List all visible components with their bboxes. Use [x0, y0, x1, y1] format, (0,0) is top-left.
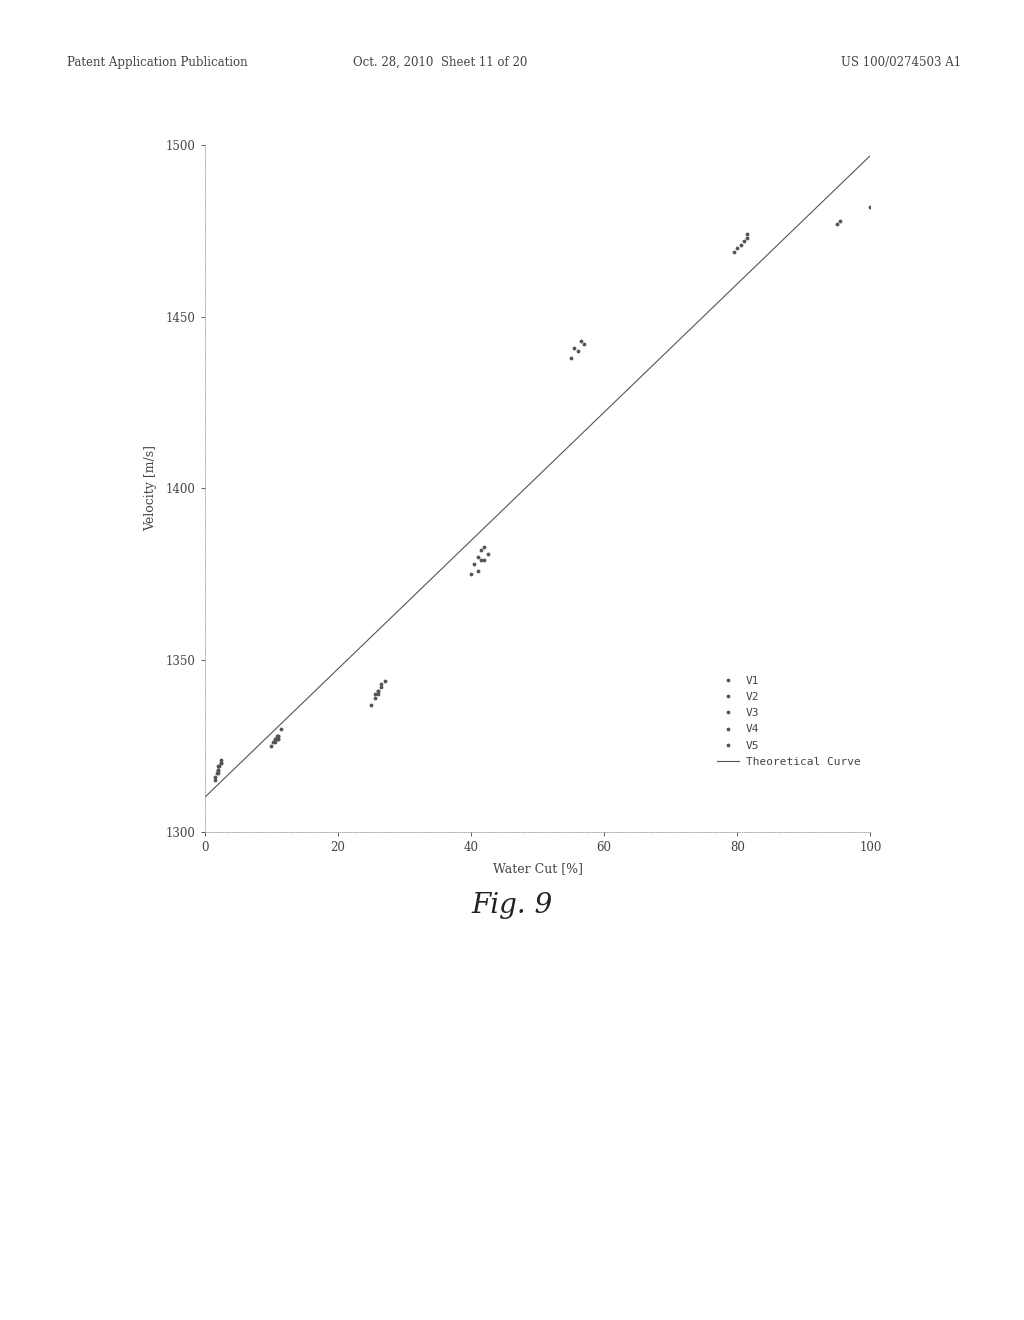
Text: Oct. 28, 2010  Sheet 11 of 20: Oct. 28, 2010 Sheet 11 of 20: [353, 55, 527, 69]
Y-axis label: Velocity [m/s]: Velocity [m/s]: [144, 445, 158, 532]
Text: Patent Application Publication: Patent Application Publication: [67, 55, 247, 69]
X-axis label: Water Cut [%]: Water Cut [%]: [493, 862, 583, 875]
Text: US 100/0274503 A1: US 100/0274503 A1: [841, 55, 962, 69]
Text: Fig. 9: Fig. 9: [471, 892, 553, 919]
Legend: V1, V2, V3, V4, V5, Theoretical Curve: V1, V2, V3, V4, V5, Theoretical Curve: [713, 672, 865, 771]
